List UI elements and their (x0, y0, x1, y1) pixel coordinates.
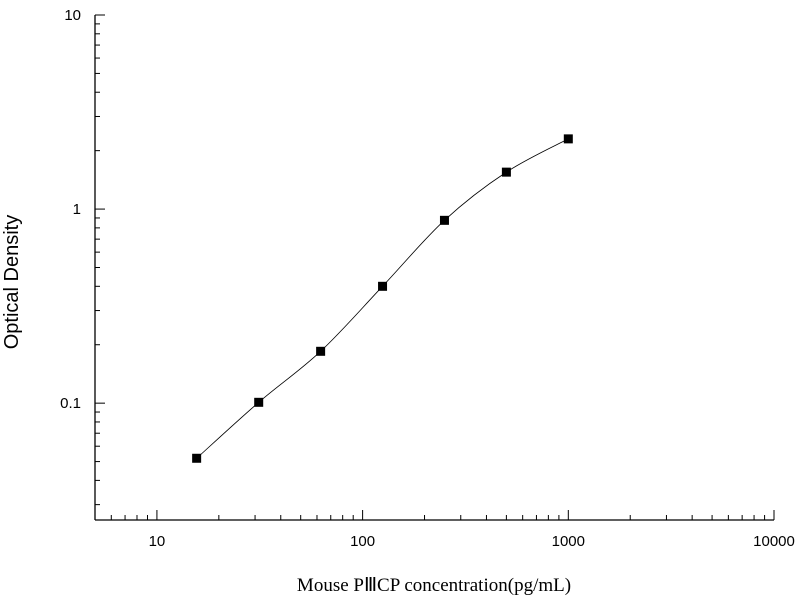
x-tick-label: 10 (149, 533, 166, 550)
data-point (378, 281, 388, 291)
y-tick-label: 10 (64, 7, 81, 24)
data-point (501, 167, 511, 177)
axes (94, 15, 774, 521)
data-point (316, 346, 326, 356)
x-tick-label: 10000 (753, 533, 795, 550)
y-tick-label: 0.1 (60, 395, 81, 412)
data-points (192, 134, 573, 463)
x-tick-label: 1000 (552, 533, 585, 550)
data-point (439, 215, 449, 225)
ticks (94, 14, 775, 520)
y-axis-title: Optical Density (1, 215, 23, 350)
x-axis-title: Mouse PⅢCP concentration(pg/mL) (297, 575, 571, 596)
data-point (563, 134, 573, 144)
y-tick-label: 1 (73, 201, 81, 218)
x-tick-label: 100 (350, 533, 375, 550)
data-point (254, 397, 264, 407)
tick-labels: 10 100 1000 10000 0.1 1 10 (60, 7, 795, 550)
fit-curve (196, 138, 569, 459)
data-point (192, 453, 202, 463)
